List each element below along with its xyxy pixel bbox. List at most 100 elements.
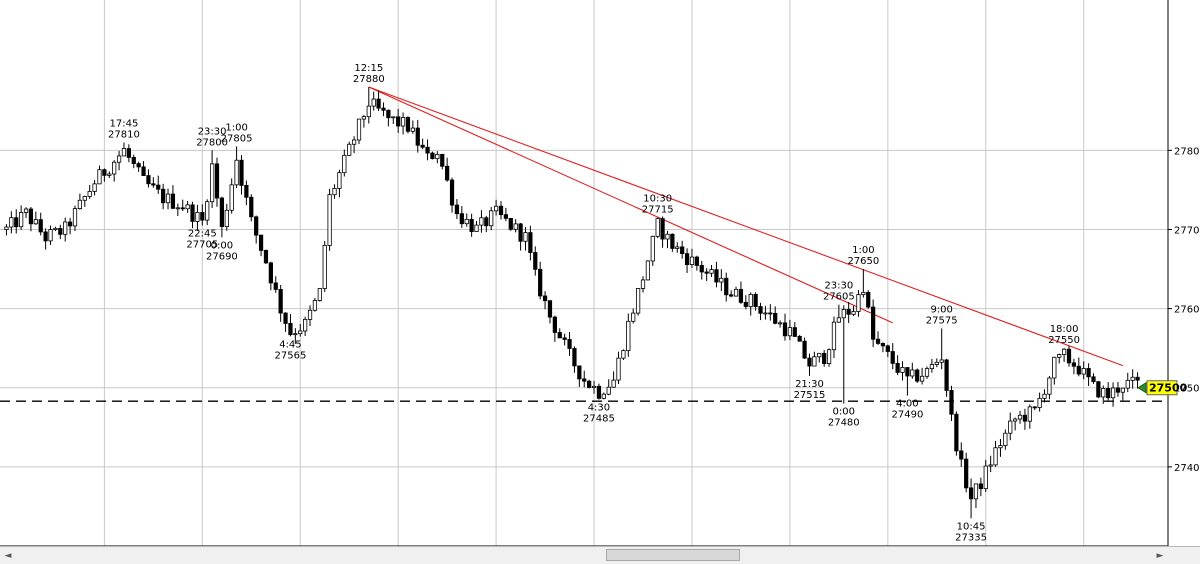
candle-body-up: [939, 359, 944, 363]
candle: [949, 385, 954, 421]
candle-body-down: [102, 169, 107, 176]
candle: [33, 211, 38, 225]
candle: [273, 276, 278, 293]
candle: [288, 314, 293, 337]
candle-body-up: [121, 148, 127, 157]
candle: [161, 183, 166, 210]
candle: [640, 276, 646, 293]
candle-body-up: [1027, 406, 1032, 422]
candle: [356, 118, 362, 144]
candle: [9, 211, 14, 234]
candle: [58, 224, 63, 240]
candle-body-up: [342, 154, 347, 174]
candle-body-up: [293, 333, 298, 336]
annotation-time: 9:00: [930, 304, 952, 315]
candle-body-down: [758, 306, 763, 314]
candle-body-up: [165, 193, 171, 204]
candle-body-up: [366, 105, 371, 118]
candle: [327, 188, 332, 251]
candle: [675, 242, 680, 253]
candle-body-up: [327, 194, 332, 246]
candle-body-up: [63, 221, 68, 235]
candle-body-up: [861, 291, 866, 296]
candle: [983, 459, 988, 493]
candle-body-down: [288, 323, 293, 336]
candle-body-down: [508, 217, 513, 230]
candle: [591, 380, 597, 394]
candle: [699, 260, 704, 280]
candle: [121, 142, 127, 157]
candle-body-down: [822, 352, 827, 364]
y-tick-label: 2750: [1174, 384, 1199, 395]
candle-body-up: [1047, 377, 1052, 395]
scroll-right-arrow-icon[interactable]: ►: [1156, 551, 1164, 561]
annotation-price: 27550: [1048, 335, 1080, 346]
candle: [283, 312, 288, 332]
candle-body-down: [420, 144, 425, 148]
candle-body-up: [493, 205, 499, 212]
candle: [719, 269, 724, 292]
candle: [567, 331, 572, 356]
candle-body-up: [748, 293, 753, 307]
candle: [577, 365, 582, 387]
horizontal-scrollbar[interactable]: ◄ ►: [0, 546, 1200, 564]
candle: [968, 478, 974, 519]
candle: [1115, 381, 1121, 397]
candle-body-up: [4, 226, 9, 230]
candle-body-down: [572, 348, 577, 367]
candle: [616, 351, 621, 384]
candle-body-up: [479, 217, 484, 226]
candle: [547, 300, 553, 324]
scroll-left-arrow-icon[interactable]: ◄: [4, 551, 12, 561]
candle: [38, 212, 43, 236]
candle-body-down: [978, 483, 983, 490]
candle-body-up: [836, 317, 841, 323]
candle-body-down: [660, 218, 665, 240]
candle-body-up: [900, 367, 905, 373]
candle: [856, 289, 861, 317]
candle-body-down: [503, 214, 509, 219]
candle-body-down: [126, 148, 131, 158]
candle-body-up: [973, 483, 979, 500]
candle-body-up: [988, 464, 993, 467]
candle: [773, 306, 778, 325]
candle-body-down: [58, 227, 63, 235]
candle: [836, 304, 841, 323]
candle-body-up: [983, 465, 988, 490]
candle-body-up: [1081, 368, 1086, 375]
trendlines: [368, 86, 1124, 367]
candle-body-down: [239, 159, 244, 186]
candle: [479, 210, 484, 233]
candle: [425, 139, 430, 161]
candle-body-down: [200, 212, 205, 221]
candle-body-down: [596, 385, 602, 399]
candle-body-up: [175, 207, 180, 210]
candle: [1022, 408, 1028, 430]
candle-body-down: [136, 163, 141, 168]
candle-body-down: [258, 234, 264, 251]
candle: [493, 199, 499, 216]
candle: [445, 157, 450, 182]
scrollbar-thumb[interactable]: [606, 549, 740, 561]
candle-body-up: [611, 379, 616, 388]
candle-body-down: [67, 221, 73, 227]
candle: [763, 305, 768, 320]
candle-body-down: [694, 256, 699, 266]
candle: [655, 217, 660, 239]
candle: [924, 366, 930, 379]
candle: [268, 261, 273, 291]
candle-body-down: [449, 179, 455, 206]
candle-body-up: [234, 159, 239, 186]
candle: [729, 290, 734, 298]
annotation-price: 27805: [221, 133, 253, 144]
candle: [846, 301, 851, 323]
candle: [993, 440, 998, 467]
candle-body-down: [895, 362, 900, 373]
candle-body-up: [9, 217, 14, 228]
candle: [533, 246, 538, 276]
candle: [919, 367, 925, 385]
candle: [322, 241, 327, 292]
candle-body-up: [929, 364, 935, 370]
